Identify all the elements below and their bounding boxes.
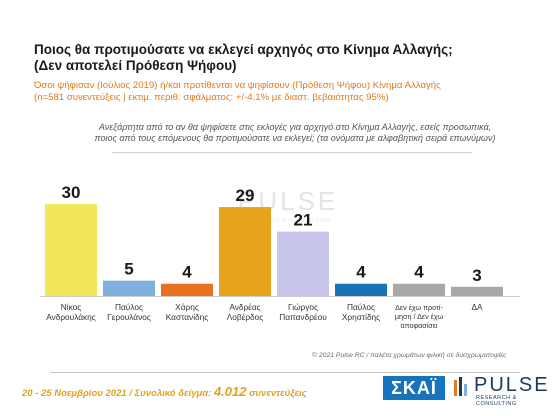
data-label: 29 xyxy=(236,186,255,205)
copyright-note: © 2021 Pulse RC / παλέτα χρωμάτων φιλική… xyxy=(312,352,507,359)
category-label: Λοβέρδος xyxy=(227,312,264,322)
pulse-logo-sub: RESEARCH & CONSULTING xyxy=(476,395,517,407)
pulse-mark-icon xyxy=(454,377,467,396)
data-label: 21 xyxy=(294,211,313,230)
data-label: 30 xyxy=(62,183,81,202)
category-label: Γιώργος xyxy=(288,302,318,312)
footer-divider xyxy=(50,372,520,373)
subtitle-line-2: (n=581 συνεντεύξεις | εκτιμ. περιθ. σφάλ… xyxy=(34,91,389,103)
bar xyxy=(219,207,271,296)
skai-logo: ΣΚΑΪ xyxy=(383,376,445,400)
category-label: Δεν έχω προτί- xyxy=(395,303,443,312)
category-label: Χάρης xyxy=(175,302,199,312)
pulse-watermark-sub: RESEARCH & CONSULTING xyxy=(244,218,332,224)
footer-info: 20 - 25 Νοεμβρίου 2021 / Συνολικό δείγμα… xyxy=(22,384,307,399)
category-label: Γερουλάνος xyxy=(107,312,151,322)
category-label: Χρηστίδης xyxy=(342,312,380,322)
data-label: 3 xyxy=(472,266,481,285)
category-label: αποφασίσει xyxy=(400,321,437,330)
title-line-2: (Δεν αποτελεί Πρόθεση Ψήφου) xyxy=(34,58,237,73)
pulse-logo-name: PULSE xyxy=(474,374,550,396)
data-label: 5 xyxy=(124,260,133,279)
bar xyxy=(103,280,155,296)
data-label: 4 xyxy=(182,263,192,282)
category-label: Παύλος xyxy=(115,302,143,312)
category-label: Ανδρέας xyxy=(229,302,260,312)
data-label: 4 xyxy=(414,263,424,282)
category-label: Παύλος xyxy=(347,302,375,312)
bar xyxy=(45,204,97,296)
category-label: Παπανδρέου xyxy=(279,312,327,322)
footer-dates: 20 - 25 Νοεμβρίου 2021 / Συνολικό δείγμα… xyxy=(22,388,214,399)
question-line-2: ποιος από τους επόμενους θα προτιμούσατε… xyxy=(94,133,496,143)
data-label: 4 xyxy=(356,263,366,282)
bar xyxy=(451,286,503,296)
chart-subtitle: Όσοι ψήφισαν (Ιούλιος 2019) ή/και προτίθ… xyxy=(34,80,534,103)
pulse-logo: PULSE RESEARCH & CONSULTING xyxy=(450,374,550,407)
bar xyxy=(335,283,387,296)
question-line-1: Ανεξάρτητα από το αν θα ψηφίσετε στις εκ… xyxy=(98,122,492,132)
footer-suffix: συνεντεύξεις xyxy=(246,388,307,399)
footer-sample-size: 4.012 xyxy=(213,384,247,399)
question-divider xyxy=(112,152,472,153)
survey-question: Ανεξάρτητα από το αν θα ψηφίσετε στις εκ… xyxy=(60,122,530,144)
category-label: Νίκος xyxy=(61,302,82,312)
category-label: Ανδρουλάκης xyxy=(46,312,96,322)
bar xyxy=(161,283,213,296)
chart-title: Ποιος θα προτιμούσατε να εκλεγεί αρχηγός… xyxy=(34,42,534,74)
subtitle-line-1: Όσοι ψήφισαν (Ιούλιος 2019) ή/και προτίθ… xyxy=(34,80,441,91)
bar xyxy=(277,231,329,296)
title-line-1: Ποιος θα προτιμούσατε να εκλεγεί αρχηγός… xyxy=(34,42,453,57)
bar xyxy=(393,283,445,296)
category-label: μηση / Δεν έχω xyxy=(395,312,444,321)
category-label: Καστανίδης xyxy=(166,312,209,322)
category-label: ΔΑ xyxy=(471,302,483,312)
